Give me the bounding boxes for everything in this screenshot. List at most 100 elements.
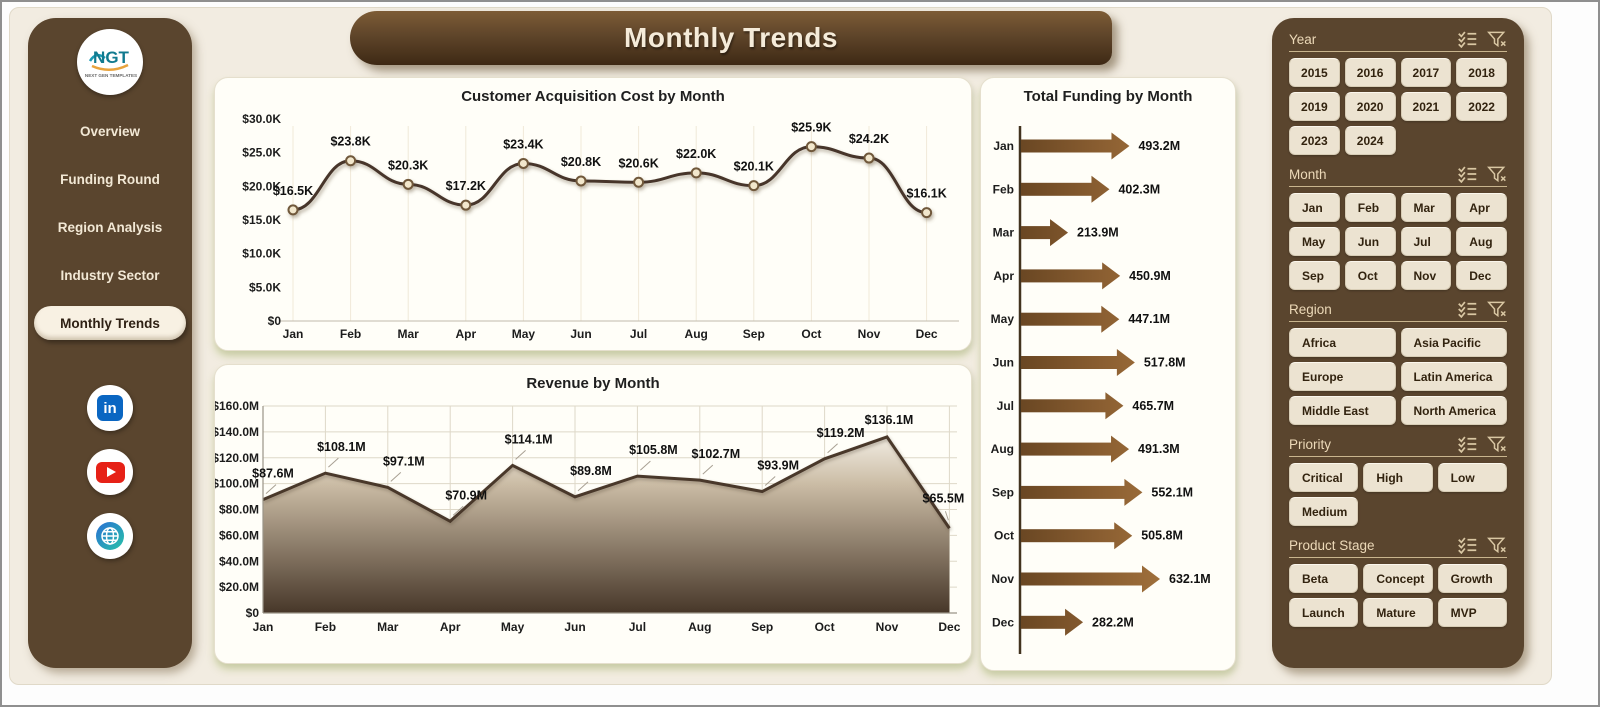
filter-option-europe[interactable]: Europe	[1289, 362, 1396, 391]
svg-text:$10.0K: $10.0K	[242, 247, 281, 261]
svg-text:$24.2K: $24.2K	[849, 132, 889, 146]
data-point	[517, 157, 529, 169]
filter-option-asia-pacific[interactable]: Asia Pacific	[1400, 328, 1507, 357]
svg-text:$114.1M: $114.1M	[505, 432, 553, 446]
filter-option-2020[interactable]: 2020	[1344, 92, 1396, 121]
sidebar-item-industry-sector[interactable]: Industry Sector	[60, 267, 160, 283]
filter-option-critical[interactable]: Critical	[1289, 463, 1359, 492]
filter-option-jun[interactable]: Jun	[1344, 227, 1396, 256]
svg-text:$65.5M: $65.5M	[923, 491, 965, 505]
filter-option-jul[interactable]: Jul	[1400, 227, 1452, 256]
svg-text:$20.0M: $20.0M	[219, 580, 259, 594]
arrow-head	[1142, 565, 1160, 593]
filter-option-beta[interactable]: Beta	[1289, 564, 1359, 593]
clear-filter-icon[interactable]	[1487, 165, 1507, 183]
filter-section-title: Month	[1289, 166, 1327, 182]
filter-option-may[interactable]: May	[1289, 227, 1340, 256]
svg-text:Jan: Jan	[253, 620, 274, 634]
filter-option-north-america[interactable]: North America	[1400, 396, 1507, 425]
revenue-area	[263, 436, 950, 613]
arrow-head	[1091, 175, 1110, 203]
svg-text:$25.0K: $25.0K	[242, 146, 281, 160]
sidebar-item-overview[interactable]: Overview	[79, 123, 141, 139]
youtube-link[interactable]	[87, 449, 133, 495]
select-all-icon[interactable]	[1457, 536, 1478, 554]
svg-text:$20.6K: $20.6K	[618, 156, 658, 170]
svg-text:Nov: Nov	[858, 327, 881, 341]
svg-text:Aug: Aug	[991, 442, 1014, 456]
linkedin-link[interactable]: in	[87, 385, 133, 431]
select-all-icon[interactable]	[1457, 30, 1478, 48]
filter-section-header: Product Stage	[1289, 536, 1507, 558]
clear-filter-icon[interactable]	[1487, 435, 1507, 453]
filter-option-2022[interactable]: 2022	[1456, 92, 1507, 121]
filter-option-2017[interactable]: 2017	[1400, 58, 1452, 87]
filter-option-2019[interactable]: 2019	[1289, 92, 1340, 121]
svg-text:$89.8M: $89.8M	[570, 464, 612, 478]
filter-option-medium[interactable]: Medium	[1289, 497, 1359, 526]
svg-text:$119.2M: $119.2M	[817, 426, 865, 440]
filter-option-2018[interactable]: 2018	[1456, 58, 1507, 87]
filter-options: Africa Asia Pacific Europe Latin America Mid…	[1289, 328, 1507, 425]
svg-text:Dec: Dec	[916, 327, 938, 341]
clear-filter-icon[interactable]	[1487, 300, 1507, 318]
arrow-shaft	[1021, 485, 1127, 499]
filter-option-oct[interactable]: Oct	[1344, 261, 1396, 290]
filter-option-apr[interactable]: Apr	[1456, 193, 1507, 222]
svg-text:Jul: Jul	[630, 327, 647, 341]
logo-text: NGT	[93, 48, 130, 67]
filter-option-concept[interactable]: Concept	[1363, 564, 1433, 593]
filter-option-aug[interactable]: Aug	[1456, 227, 1507, 256]
svg-text:$23.8K: $23.8K	[330, 135, 370, 149]
filter-option-2015[interactable]: 2015	[1289, 58, 1340, 87]
funding-chart-title: Total Funding by Month	[1023, 88, 1193, 105]
svg-text:$17.2K: $17.2K	[446, 179, 486, 193]
svg-text:Dec: Dec	[992, 615, 1014, 629]
filter-option-2021[interactable]: 2021	[1400, 92, 1452, 121]
filter-option-dec[interactable]: Dec	[1456, 261, 1507, 290]
page-title: Monthly Trends	[624, 22, 838, 53]
globe-icon	[96, 522, 124, 550]
clear-filter-icon[interactable]	[1487, 30, 1507, 48]
filter-section-title: Product Stage	[1289, 537, 1375, 553]
sidebar-item-region-analysis[interactable]: Region Analysis	[57, 219, 163, 235]
filter-option-africa[interactable]: Africa	[1289, 328, 1396, 357]
page-title-banner: Monthly Trends	[350, 11, 1112, 65]
filter-option-sep[interactable]: Sep	[1289, 261, 1340, 290]
funding-bar-chart: Jan 493.2M Feb 402.3M Mar 213.9M Apr 450.9M May 4…	[991, 126, 1211, 654]
filter-option-2024[interactable]: 2024	[1344, 126, 1396, 155]
sidebar-item-funding-round[interactable]: Funding Round	[60, 171, 160, 187]
filter-option-low[interactable]: Low	[1437, 463, 1507, 492]
filter-option-mvp[interactable]: MVP	[1437, 598, 1507, 627]
data-labels: $16.5K $23.8K $20.3K $17.2K $23.4K $20.8K $20.…	[273, 121, 947, 201]
filter-option-growth[interactable]: Growth	[1437, 564, 1507, 593]
svg-text:$20.0K: $20.0K	[242, 179, 281, 193]
svg-text:Nov: Nov	[876, 620, 899, 634]
filter-option-feb[interactable]: Feb	[1344, 193, 1396, 222]
filter-option-nov[interactable]: Nov	[1400, 261, 1452, 290]
filter-option-launch[interactable]: Launch	[1289, 598, 1359, 627]
svg-text:$100.0M: $100.0M	[215, 477, 259, 491]
arrow-shaft	[1021, 226, 1053, 240]
filter-option-middle-east[interactable]: Middle East	[1289, 396, 1396, 425]
select-all-icon[interactable]	[1457, 300, 1478, 318]
svg-text:Jan: Jan	[993, 139, 1014, 153]
filter-option-mature[interactable]: Mature	[1363, 598, 1433, 627]
filter-option-2023[interactable]: 2023	[1289, 126, 1340, 155]
filter-option-mar[interactable]: Mar	[1400, 193, 1452, 222]
filter-section-header: Month	[1289, 165, 1507, 187]
clear-filter-icon[interactable]	[1487, 536, 1507, 554]
select-all-icon[interactable]	[1457, 435, 1478, 453]
data-point	[633, 176, 645, 188]
svg-text:$105.8M: $105.8M	[629, 443, 678, 457]
select-all-icon[interactable]	[1457, 165, 1478, 183]
svg-text:282.2M: 282.2M	[1092, 615, 1134, 629]
svg-text:Feb: Feb	[340, 327, 361, 341]
filter-option-latin-america[interactable]: Latin America	[1400, 362, 1507, 391]
sidebar-item-monthly-trends[interactable]: Monthly Trends	[34, 306, 186, 340]
filter-option-high[interactable]: High	[1363, 463, 1433, 492]
filter-option-jan[interactable]: Jan	[1289, 193, 1340, 222]
svg-text:Apr: Apr	[455, 327, 476, 341]
website-link[interactable]	[87, 513, 133, 559]
filter-option-2016[interactable]: 2016	[1344, 58, 1396, 87]
